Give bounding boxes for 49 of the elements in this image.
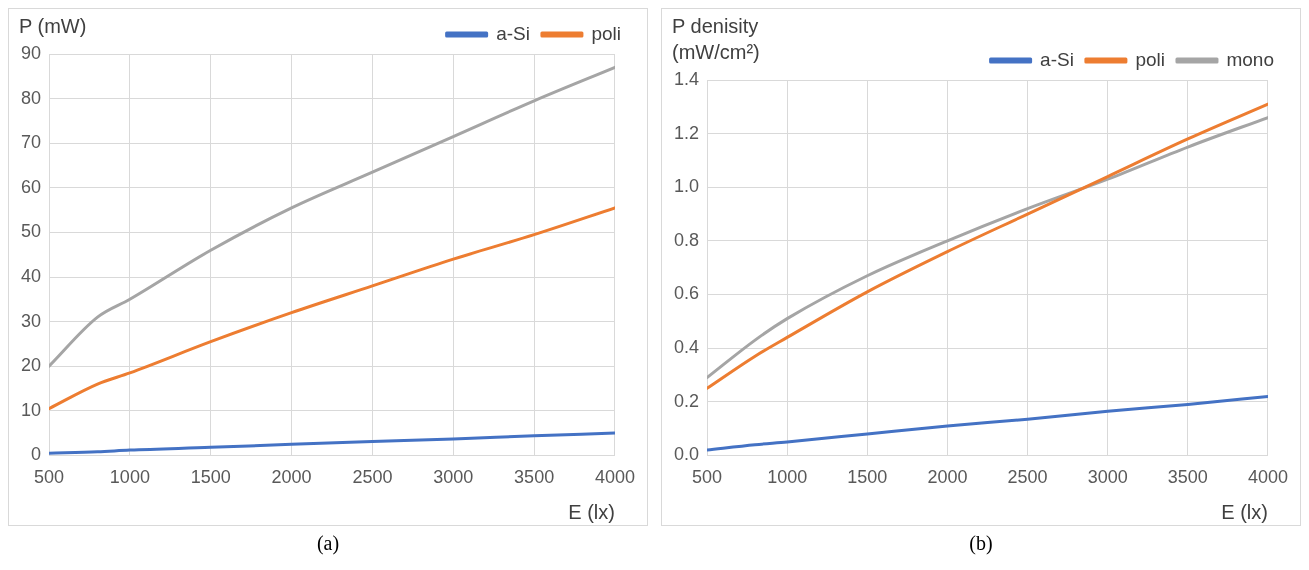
y-axis-title: P (mW): [19, 14, 87, 37]
y-tick-label: 20: [20, 355, 42, 376]
x-tick-label: 3000: [433, 467, 474, 488]
y-tick-label: 10: [20, 399, 42, 420]
line-series: [49, 65, 615, 368]
x-tick-label: 2000: [271, 467, 312, 488]
y-tick-label: 60: [20, 176, 42, 197]
y-tick-label: 0: [31, 444, 42, 465]
x-tick-label: 4000: [1247, 467, 1288, 488]
x-tick-label: 3000: [1087, 467, 1128, 488]
y-tick-label: 90: [20, 42, 42, 63]
x-tick-label: 2500: [352, 467, 393, 488]
y-tick-label: 70: [20, 132, 42, 153]
x-tick-label: 1000: [109, 467, 150, 488]
x-tick-label: 4000: [594, 467, 635, 488]
x-tick-label: 500: [34, 467, 65, 488]
y-tick-label: 40: [20, 265, 42, 286]
x-tick-label: 2000: [927, 467, 968, 488]
x-tick-label: 3500: [1167, 467, 1208, 488]
y-tick-label: 0.2: [673, 390, 700, 411]
legend-label: a-Si: [1040, 48, 1074, 70]
y-tick-label: 80: [20, 87, 42, 108]
y-tick-label: 1.4: [673, 68, 700, 89]
x-tick-label: 1500: [190, 467, 231, 488]
x-tick-label: 1000: [767, 467, 808, 488]
line-series: [49, 431, 615, 455]
x-axis-title: E (lx): [1221, 500, 1268, 523]
y-tick-label: 30: [20, 310, 42, 331]
text: (a): [315, 532, 341, 555]
y-tick-label: 0.0: [673, 444, 700, 465]
x-tick-label: 2500: [1007, 467, 1048, 488]
y-axis-title: P denisity (mW/cm²): [672, 14, 760, 63]
y-tick-label: 50: [20, 221, 42, 242]
text: (b): [968, 532, 994, 555]
y-tick-label: 0.4: [673, 337, 700, 358]
y-tick-label: 0.6: [673, 283, 700, 304]
legend-label: poli: [591, 22, 621, 44]
x-axis-title: E (lx): [568, 500, 615, 523]
x-tick-label: 500: [692, 467, 723, 488]
y-tick-label: 0.8: [673, 229, 700, 250]
line-series: [707, 394, 1268, 452]
legend-label: mono: [1226, 48, 1274, 70]
y-tick-label: 1.2: [673, 122, 700, 143]
x-tick-label: 1500: [847, 467, 888, 488]
y-tick-label: 1.0: [673, 176, 700, 197]
x-tick-label: 3500: [514, 467, 555, 488]
line-series: [49, 206, 615, 411]
legend-label: a-Si: [496, 22, 530, 44]
legend-label: poli: [1135, 48, 1165, 70]
